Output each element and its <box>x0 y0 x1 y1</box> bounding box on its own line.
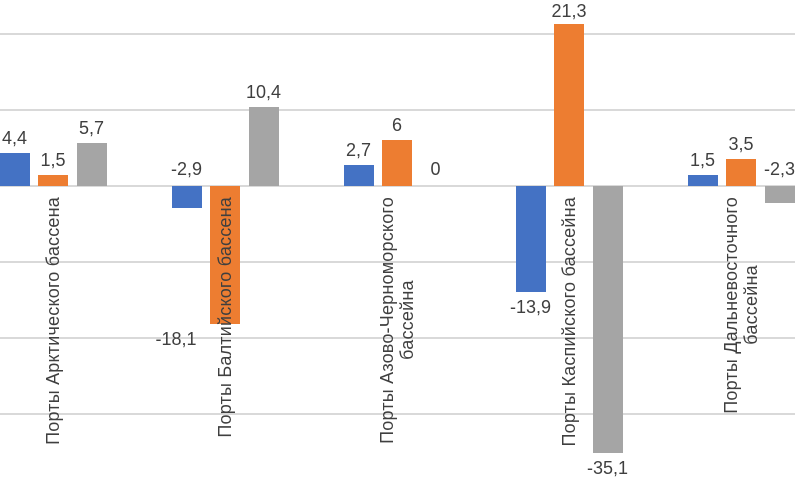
category-axis-label-line: бассейна <box>397 280 417 361</box>
value-label: 1,5 <box>40 149 66 170</box>
category-axis-label: Порты Арктического бассена <box>43 197 63 445</box>
value-label: 4,4 <box>1 127 28 148</box>
bar-orange[interactable] <box>382 140 412 186</box>
value-label: 21,3 <box>551 1 587 21</box>
value-label: 0 <box>430 159 441 179</box>
bar-gray[interactable] <box>764 186 795 204</box>
gridline <box>0 109 795 111</box>
bar-blue[interactable] <box>171 186 202 209</box>
category-axis-label-line: Порты Арктического бассена <box>43 197 63 445</box>
bar-blue[interactable] <box>687 174 718 186</box>
category-axis-label-line: Порты Балтийского бассена <box>215 197 235 438</box>
bar-orange[interactable] <box>554 24 584 186</box>
bar-blue[interactable] <box>515 186 546 292</box>
bar-orange[interactable] <box>38 174 68 186</box>
value-label: 10,4 <box>245 81 282 102</box>
category-axis-label-line: Порты Азово-Черноморского <box>377 197 397 444</box>
bar-blue[interactable] <box>343 165 374 186</box>
bar-gray[interactable] <box>76 142 107 186</box>
value-label: 1,5 <box>689 149 716 170</box>
bar-blue[interactable] <box>0 152 30 186</box>
value-label: -35,1 <box>586 457 629 478</box>
gridline <box>0 185 795 187</box>
value-label: 2,7 <box>345 140 372 161</box>
gridline <box>0 33 795 35</box>
value-label: -18,1 <box>155 328 197 349</box>
value-label: -2,3 <box>763 159 795 179</box>
category-axis-label-line: бассейна <box>741 265 761 346</box>
gridline <box>0 413 795 415</box>
gridline <box>0 261 795 263</box>
bar-orange[interactable] <box>726 159 756 186</box>
category-axis-label: Порты Азово-Черноморского бассейна <box>377 197 417 444</box>
value-label: 5,7 <box>78 117 105 138</box>
value-label: -2,9 <box>170 159 203 179</box>
gridline <box>0 337 795 339</box>
value-label: -13,9 <box>509 296 552 317</box>
category-axis-label: Порты Дальневосточного бассейна <box>721 197 761 414</box>
category-axis-label: Порты Балтийского бассена <box>215 197 235 438</box>
value-label: 3,5 <box>728 134 754 155</box>
category-axis-label-line: Порты Каспийского бассейна <box>559 197 579 447</box>
bar-orange[interactable] <box>210 186 240 324</box>
bar-gray[interactable] <box>248 106 279 186</box>
category-axis-label-line: Порты Дальневосточного <box>721 197 741 414</box>
value-label: 6 <box>391 115 403 136</box>
category-axis-label: Порты Каспийского бассейна <box>559 197 579 447</box>
bar-gray[interactable] <box>592 186 623 453</box>
